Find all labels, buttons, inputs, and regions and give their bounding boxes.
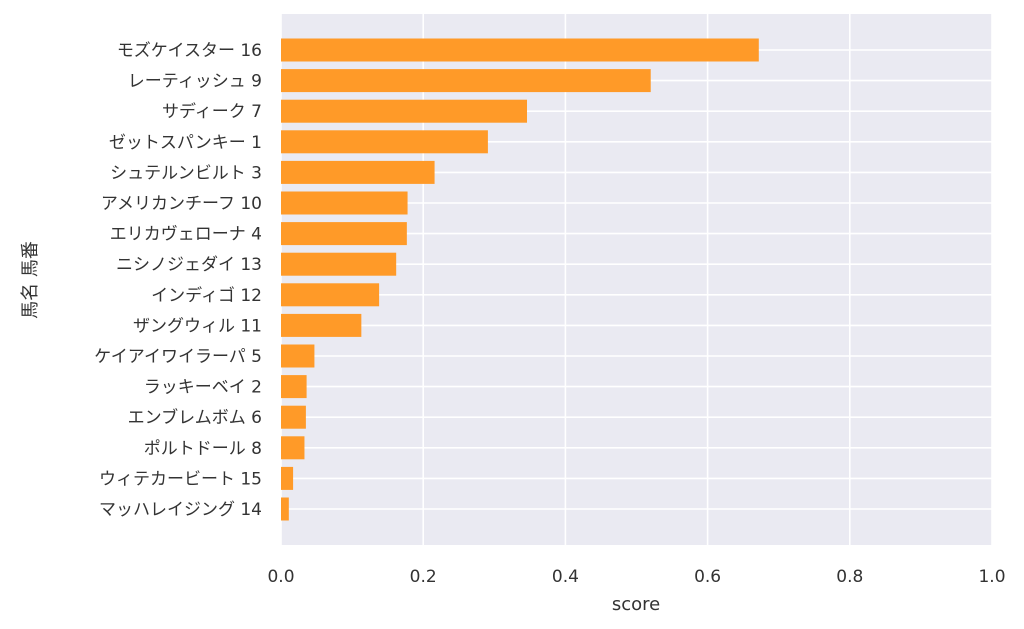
x-tick-label: 0.4 — [552, 567, 579, 587]
y-tick-label: アメリカンチーフ 10 — [101, 194, 262, 214]
bar — [281, 405, 306, 429]
y-tick-labels: モズケイスター 16 レーティッシュ 9 サディーク 7 ゼットスパンキー 1 シュテル… — [94, 41, 262, 520]
bar — [281, 38, 759, 62]
x-tick-labels: 0.0 0.2 0.4 0.6 0.8 1.0 — [267, 567, 1005, 587]
y-tick-label: ラッキーベイ 2 — [144, 378, 262, 398]
y-tick-label: レーティッシュ 9 — [128, 72, 262, 92]
bar — [281, 99, 528, 123]
bar — [281, 466, 294, 490]
y-tick-label: サディーク 7 — [162, 101, 262, 122]
y-tick-label: ポルトドール 8 — [144, 439, 262, 459]
plot-background — [281, 14, 992, 545]
bar — [281, 436, 305, 460]
bar — [281, 69, 651, 93]
bar — [281, 130, 488, 154]
x-axis-label: score — [612, 594, 660, 615]
x-tick-label: 0.8 — [836, 567, 863, 587]
y-tick-label: ケイアイワイラーパ 5 — [94, 347, 262, 367]
y-tick-label: マッハレイジング 14 — [99, 500, 262, 520]
y-tick-label: ザングウィル 11 — [133, 316, 262, 336]
x-tick-label: 0.2 — [410, 567, 437, 587]
bar — [281, 313, 362, 337]
bar — [281, 252, 397, 276]
y-tick-label: ニシノジェダイ 13 — [116, 255, 262, 275]
bar — [281, 375, 307, 399]
x-tick-label: 0.6 — [694, 567, 721, 587]
y-tick-label: シュテルンビルト 3 — [110, 163, 262, 183]
x-tick-label: 1.0 — [978, 567, 1005, 587]
bar — [281, 222, 407, 246]
bar — [281, 344, 315, 368]
y-tick-label: エリカヴェローナ 4 — [110, 225, 262, 245]
y-tick-label: ウィテカービート 15 — [99, 469, 262, 489]
y-tick-label: ゼットスパンキー 1 — [109, 133, 262, 153]
bar — [281, 497, 289, 521]
bars — [281, 38, 759, 521]
x-tick-label: 0.0 — [267, 567, 294, 587]
y-axis-label: 馬名 馬番 — [20, 241, 41, 319]
bar — [281, 160, 435, 184]
bar — [281, 283, 380, 307]
y-tick-label: エンブレムボム 6 — [128, 407, 262, 428]
bar — [281, 191, 408, 215]
y-tick-label: モズケイスター 16 — [117, 41, 262, 61]
y-tick-label: インディゴ 12 — [151, 285, 262, 306]
